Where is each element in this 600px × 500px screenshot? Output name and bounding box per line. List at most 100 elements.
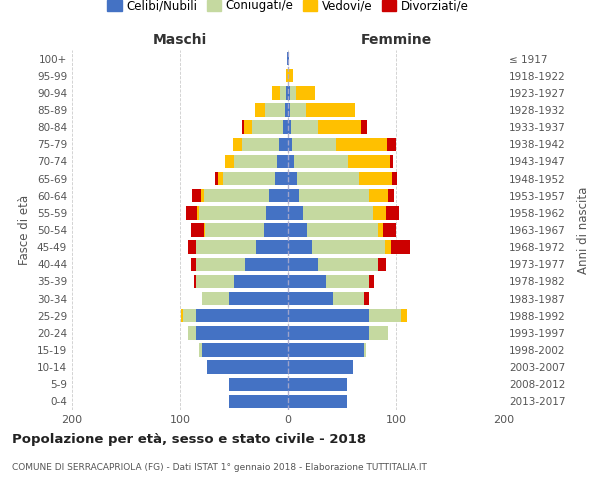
Bar (269, 189, 288, 202)
Y-axis label: Anni di nascita: Anni di nascita (577, 186, 590, 274)
Bar (288, 274, 326, 288)
Bar (288, 69, 293, 82)
Bar (253, 120, 283, 134)
Bar (242, 120, 244, 134)
Bar (264, 224, 288, 236)
Bar (392, 172, 397, 186)
Legend: Celibi/Nubili, Coniugati/e, Vedovi/e, Divorziati/e: Celibi/Nubili, Coniugati/e, Vedovi/e, Di… (103, 0, 473, 17)
Bar (229, 292, 288, 306)
Bar (292, 138, 335, 151)
Bar (218, 172, 223, 186)
Bar (349, 154, 389, 168)
Bar (359, 172, 392, 186)
Bar (288, 258, 318, 271)
Bar (196, 309, 288, 322)
Text: Maschi: Maschi (153, 34, 207, 48)
Bar (256, 240, 288, 254)
Bar (226, 154, 234, 168)
Bar (192, 189, 200, 202)
Bar (312, 240, 385, 254)
Bar (197, 206, 199, 220)
Bar (291, 120, 318, 134)
Bar (183, 309, 196, 322)
Bar (307, 104, 355, 117)
Bar (196, 274, 234, 288)
Text: Femmine: Femmine (361, 34, 431, 48)
Bar (288, 172, 296, 186)
Bar (369, 274, 374, 288)
Bar (272, 86, 280, 100)
Bar (334, 292, 364, 306)
Bar (280, 138, 288, 151)
Bar (361, 120, 367, 134)
Bar (288, 292, 334, 306)
Bar (204, 224, 205, 236)
Bar (377, 224, 383, 236)
Bar (283, 120, 288, 134)
Bar (287, 52, 288, 66)
Bar (196, 258, 245, 271)
Bar (288, 138, 292, 151)
Bar (275, 172, 288, 186)
Bar (288, 120, 291, 134)
Bar (266, 206, 288, 220)
Bar (223, 172, 275, 186)
Bar (207, 360, 288, 374)
Bar (181, 309, 183, 322)
Bar (296, 172, 359, 186)
Bar (288, 86, 290, 100)
Bar (389, 154, 393, 168)
Bar (369, 326, 388, 340)
Bar (296, 86, 315, 100)
Bar (188, 240, 196, 254)
Bar (318, 120, 361, 134)
Bar (288, 326, 369, 340)
Bar (373, 206, 386, 220)
Bar (265, 104, 285, 117)
Bar (288, 394, 347, 408)
Bar (383, 224, 396, 236)
Bar (234, 154, 277, 168)
Bar (202, 292, 229, 306)
Bar (295, 154, 349, 168)
Bar (335, 138, 388, 151)
Bar (229, 394, 288, 408)
Bar (202, 344, 288, 356)
Bar (288, 206, 303, 220)
Bar (199, 344, 202, 356)
Y-axis label: Fasce di età: Fasce di età (19, 195, 31, 265)
Bar (385, 240, 391, 254)
Bar (229, 378, 288, 391)
Text: COMUNE DI SERRACAPRIOLA (FG) - Dati ISTAT 1° gennaio 2018 - Elaborazione TUTTITA: COMUNE DI SERRACAPRIOLA (FG) - Dati ISTA… (12, 462, 427, 471)
Bar (286, 86, 288, 100)
Bar (288, 360, 353, 374)
Bar (215, 172, 218, 186)
Bar (288, 154, 295, 168)
Bar (204, 189, 269, 202)
Bar (318, 258, 377, 271)
Bar (388, 138, 396, 151)
Bar (242, 138, 280, 151)
Bar (391, 240, 410, 254)
Bar (244, 120, 253, 134)
Bar (199, 206, 266, 220)
Bar (277, 154, 288, 168)
Bar (200, 189, 204, 202)
Bar (205, 224, 264, 236)
Bar (386, 206, 399, 220)
Bar (245, 258, 288, 271)
Bar (364, 344, 366, 356)
Bar (194, 274, 196, 288)
Bar (187, 206, 197, 220)
Bar (288, 104, 290, 117)
Bar (303, 206, 373, 220)
Bar (369, 309, 401, 322)
Bar (196, 240, 256, 254)
Bar (326, 274, 369, 288)
Bar (280, 86, 286, 100)
Bar (288, 240, 312, 254)
Bar (288, 378, 347, 391)
Bar (288, 224, 307, 236)
Text: Popolazione per età, sesso e stato civile - 2018: Popolazione per età, sesso e stato civil… (12, 432, 366, 446)
Bar (286, 69, 288, 82)
